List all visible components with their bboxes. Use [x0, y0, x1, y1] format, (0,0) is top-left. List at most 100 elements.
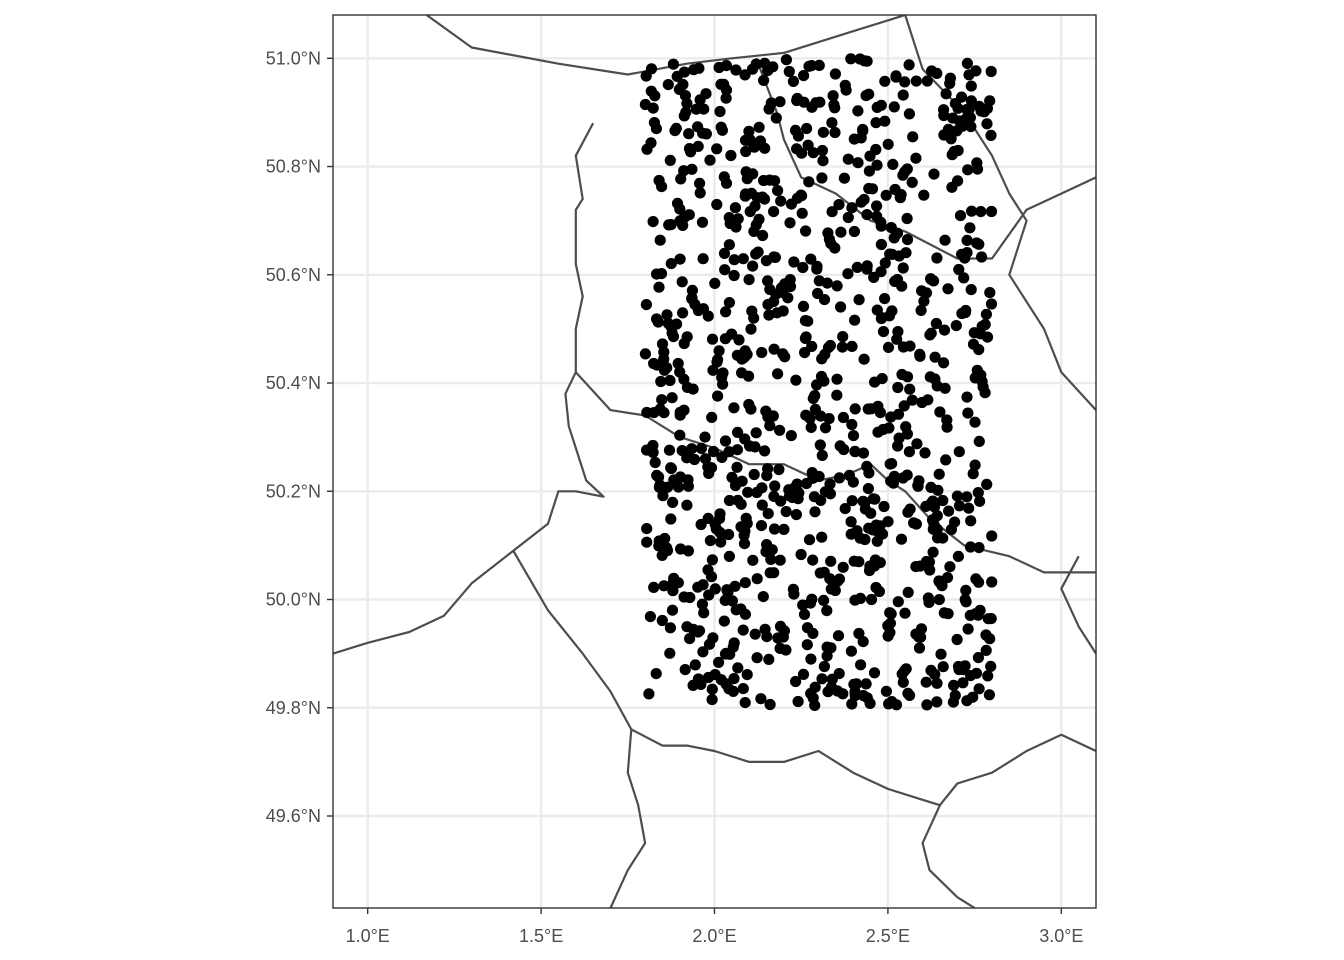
- data-point: [858, 353, 870, 365]
- data-point: [930, 317, 943, 330]
- data-point: [720, 177, 733, 189]
- data-point: [649, 456, 661, 469]
- data-point: [911, 438, 923, 450]
- data-point: [810, 97, 822, 109]
- data-point: [801, 122, 813, 135]
- data-point: [846, 495, 858, 507]
- data-point: [761, 631, 773, 643]
- data-point: [860, 678, 872, 690]
- data-point: [954, 210, 967, 222]
- data-point: [773, 463, 785, 476]
- data-point: [695, 442, 708, 454]
- y-tick-label-3: 50.2°N: [266, 481, 321, 501]
- data-point: [826, 206, 838, 218]
- data-point: [862, 483, 875, 495]
- data-point: [763, 653, 775, 666]
- data-point: [731, 461, 743, 473]
- data-point: [679, 664, 691, 676]
- data-point: [790, 675, 802, 688]
- y-tick-label-4: 50.4°N: [266, 373, 321, 393]
- data-point: [804, 597, 817, 609]
- data-point: [749, 628, 761, 640]
- data-point: [799, 315, 812, 327]
- data-point: [815, 410, 827, 422]
- data-point: [848, 555, 860, 567]
- data-point: [937, 532, 949, 544]
- data-point: [784, 217, 796, 229]
- data-point: [640, 299, 653, 311]
- data-point: [792, 493, 804, 505]
- data-point: [837, 561, 849, 573]
- data-point: [681, 499, 693, 511]
- data-point: [969, 416, 981, 428]
- data-point: [674, 215, 686, 227]
- data-point: [896, 368, 908, 381]
- boundary-line-8: [1060, 555, 1096, 655]
- data-point: [972, 652, 985, 664]
- data-point: [880, 685, 893, 697]
- data-point: [661, 309, 673, 321]
- data-point: [849, 594, 861, 606]
- data-point: [933, 468, 945, 480]
- data-point: [739, 345, 751, 357]
- data-point: [904, 503, 916, 515]
- data-point: [719, 264, 731, 276]
- data-point: [867, 493, 880, 505]
- data-point: [709, 583, 721, 595]
- data-point: [713, 656, 725, 669]
- data-point: [750, 58, 762, 70]
- data-point: [798, 70, 810, 82]
- data-point: [876, 312, 888, 324]
- data-point: [653, 281, 665, 293]
- boundary-line-0: [425, 15, 906, 76]
- data-point: [788, 256, 800, 268]
- data-point: [665, 513, 677, 525]
- data-point: [831, 280, 843, 292]
- data-point: [818, 594, 830, 607]
- data-point: [686, 292, 698, 304]
- data-point: [745, 187, 758, 199]
- data-point: [803, 534, 816, 546]
- data-point: [709, 277, 721, 289]
- data-point: [675, 543, 687, 555]
- data-point: [728, 269, 740, 282]
- data-point: [849, 314, 861, 326]
- data-point: [960, 584, 972, 597]
- data-point: [797, 300, 810, 312]
- data-point: [861, 263, 873, 275]
- data-point: [953, 263, 965, 276]
- data-point: [861, 55, 873, 67]
- data-point: [809, 506, 821, 518]
- data-point: [649, 90, 661, 102]
- data-point: [837, 411, 850, 424]
- data-point: [953, 500, 966, 512]
- data-point: [924, 329, 936, 341]
- data-point: [846, 698, 858, 710]
- data-point: [976, 251, 988, 263]
- data-point: [899, 76, 911, 88]
- data-point: [835, 301, 847, 313]
- data-point: [861, 460, 873, 472]
- data-point: [981, 103, 993, 115]
- data-point: [886, 248, 898, 260]
- data-point: [833, 668, 845, 680]
- data-point: [692, 121, 704, 133]
- data-point: [985, 65, 997, 78]
- data-point: [870, 581, 882, 594]
- data-point: [914, 350, 926, 362]
- data-point: [857, 636, 869, 648]
- data-point: [977, 381, 989, 393]
- data-point: [838, 172, 851, 184]
- data-point: [816, 449, 828, 461]
- data-point: [730, 221, 742, 233]
- data-point: [706, 411, 718, 423]
- data-point: [760, 255, 773, 267]
- data-point: [845, 53, 857, 65]
- data-point: [819, 422, 832, 434]
- data-point: [906, 176, 918, 188]
- data-point: [816, 531, 828, 543]
- data-point: [780, 506, 792, 518]
- data-point: [739, 608, 752, 620]
- data-point: [942, 608, 954, 620]
- data-point: [694, 187, 706, 199]
